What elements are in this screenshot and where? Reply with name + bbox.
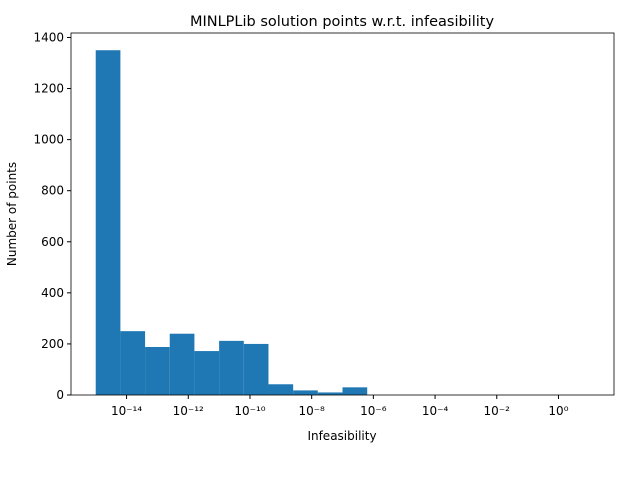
bar xyxy=(293,390,318,395)
y-tick-label: 600 xyxy=(41,235,64,249)
bar xyxy=(243,343,269,395)
y-tick-label: 1400 xyxy=(33,30,64,44)
y-tick-label: 800 xyxy=(41,184,64,198)
bar xyxy=(194,351,220,395)
y-tick-label: 400 xyxy=(41,286,64,300)
x-tick-label: 10⁰ xyxy=(548,404,568,418)
x-tick-label: 10⁻⁸ xyxy=(298,404,325,418)
chart-title: MINLPLib solution points w.r.t. infeasib… xyxy=(190,14,495,30)
plot-frame xyxy=(70,32,615,396)
x-tick-label: 10⁻⁶ xyxy=(360,404,387,418)
y-tick-label: 0 xyxy=(56,388,64,402)
x-tick-label: 10⁻¹⁴ xyxy=(111,404,142,418)
y-tick-label: 1000 xyxy=(33,133,64,147)
bar xyxy=(145,346,170,395)
bar xyxy=(219,340,244,395)
y-tick-label: 200 xyxy=(41,337,64,351)
x-tick-label: 10⁻² xyxy=(484,404,511,418)
x-tick-label: 10⁻¹⁰ xyxy=(234,404,265,418)
x-tick-label: 10⁻¹² xyxy=(173,404,204,418)
bar xyxy=(95,50,121,395)
bar xyxy=(169,333,195,395)
bar xyxy=(317,392,343,395)
x-axis-label: Infeasibility xyxy=(307,429,376,443)
y-tick-label: 1200 xyxy=(33,82,64,96)
bar xyxy=(268,384,294,395)
x-tick-label: 10⁻⁴ xyxy=(422,404,449,418)
y-axis-label: Number of points xyxy=(5,162,19,266)
bar xyxy=(342,387,368,395)
bar xyxy=(120,331,146,395)
